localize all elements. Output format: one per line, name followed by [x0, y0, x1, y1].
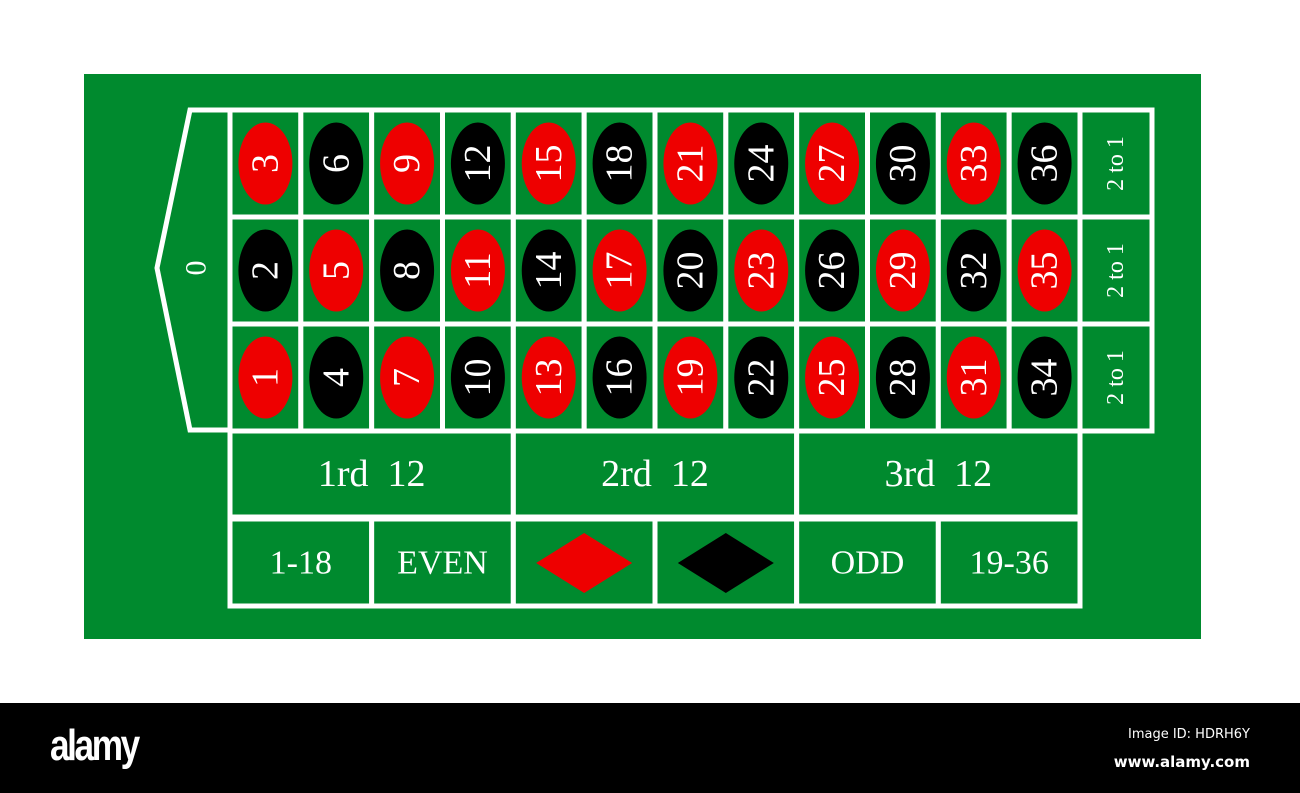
number-chip-28 [875, 336, 930, 419]
zero-label: 0 [180, 261, 213, 276]
number-label: 16 [599, 359, 641, 397]
number-label: 6 [315, 154, 357, 173]
number-chip-27 [805, 122, 860, 205]
number-chip-11 [450, 229, 505, 312]
number-chip-10 [450, 336, 505, 419]
number-label: 23 [740, 252, 782, 290]
black-diamond-icon [677, 533, 774, 593]
number-label: 17 [599, 252, 641, 290]
number-label: 5 [315, 261, 357, 280]
number-label: 19 [669, 359, 711, 397]
outside-bet-19-36[interactable] [935, 516, 1083, 609]
number-chip-8 [380, 229, 435, 312]
outside-bet-ODD[interactable] [794, 516, 941, 609]
number-chip-29 [875, 229, 930, 312]
number-label: 13 [528, 359, 570, 397]
number-label: 22 [740, 359, 782, 397]
image-id: Image ID: HDRH6Y [1127, 727, 1250, 742]
outside-bet-label: 1-18 [270, 545, 332, 582]
number-chip-35 [1017, 229, 1072, 312]
number-label: 7 [386, 368, 428, 387]
number-chip-24 [734, 122, 789, 205]
site-url: www.alamy.com [1113, 753, 1250, 771]
number-label: 31 [953, 359, 995, 397]
number-label: 30 [882, 145, 924, 183]
number-chip-18 [592, 122, 647, 205]
number-label: 3 [244, 154, 286, 173]
number-label: 18 [599, 145, 641, 183]
column-bet-label: 2 to 1 [1103, 136, 1129, 191]
number-label: 12 [457, 145, 499, 183]
number-chip-14 [521, 229, 576, 312]
roulette-table: 03 6 9 12 15 18 21 24 27 30 33 362 5 8 11 14 17 20 23 26 29 3… [84, 74, 1201, 639]
dozen-label: 1rd 12 [318, 453, 426, 495]
dozen-bet-2[interactable] [510, 428, 800, 520]
number-chip-19 [663, 336, 718, 419]
number-label: 36 [1024, 145, 1066, 183]
number-chip-23 [734, 229, 789, 312]
outside-bet-label: ODD [831, 545, 905, 582]
number-label: 29 [882, 252, 924, 290]
dozen-label: 2rd 12 [601, 453, 709, 495]
alamy-logo: alamy [50, 721, 140, 770]
number-label: 25 [811, 359, 853, 397]
number-chip-26 [805, 229, 860, 312]
dozen-bet-1[interactable] [227, 428, 516, 520]
number-chip-25 [805, 336, 860, 419]
number-chip-2 [238, 229, 293, 312]
number-label: 4 [315, 368, 357, 387]
number-chip-13 [521, 336, 576, 419]
number-chip-16 [592, 336, 647, 419]
number-label: 8 [386, 261, 428, 280]
number-label: 15 [528, 145, 570, 183]
number-label: 20 [669, 252, 711, 290]
number-chip-9 [380, 122, 435, 205]
number-label: 28 [882, 359, 924, 397]
number-chip-15 [521, 122, 576, 205]
red-diamond-icon [536, 533, 633, 593]
number-label: 34 [1024, 359, 1066, 397]
number-label: 27 [811, 145, 853, 183]
number-chip-7 [380, 336, 435, 419]
number-chip-6 [309, 122, 364, 205]
number-chip-5 [309, 229, 364, 312]
number-label: 11 [457, 252, 499, 289]
footer-bar: alamy Image ID: HDRH6Y www.alamy.com [0, 703, 1300, 793]
outside-bet-label: EVEN [397, 545, 488, 582]
column-bet-label: 2 to 1 [1103, 243, 1129, 298]
number-chip-33 [946, 122, 1001, 205]
number-label: 2 [244, 261, 286, 280]
number-label: 35 [1024, 252, 1066, 290]
number-chip-3 [238, 122, 293, 205]
zero-cell[interactable] [154, 107, 233, 433]
column-bet-2[interactable] [1077, 214, 1155, 327]
number-chip-32 [946, 229, 1001, 312]
number-label: 21 [669, 145, 711, 183]
outside-bet-EVEN[interactable] [369, 516, 516, 609]
number-chip-34 [1017, 336, 1072, 419]
number-chip-21 [663, 122, 718, 205]
number-chip-4 [309, 336, 364, 419]
number-chip-31 [946, 336, 1001, 419]
dozen-bet-3[interactable] [794, 428, 1083, 520]
number-chip-12 [450, 122, 505, 205]
number-label: 10 [457, 359, 499, 397]
number-label: 24 [740, 145, 782, 183]
number-label: 1 [244, 368, 286, 387]
number-label: 14 [528, 252, 570, 290]
number-label: 9 [386, 154, 428, 173]
number-chip-20 [663, 229, 718, 312]
column-bet-3[interactable] [1077, 321, 1155, 434]
number-chip-22 [734, 336, 789, 419]
number-chip-36 [1017, 122, 1072, 205]
number-label: 26 [811, 252, 853, 290]
outside-bet-label: 19-36 [970, 545, 1049, 582]
number-chip-1 [238, 336, 293, 419]
column-bet-label: 2 to 1 [1103, 350, 1129, 405]
number-chip-30 [875, 122, 930, 205]
number-label: 32 [953, 252, 995, 290]
number-chip-17 [592, 229, 647, 312]
number-label: 33 [953, 145, 995, 183]
dozen-label: 3rd 12 [885, 453, 993, 495]
